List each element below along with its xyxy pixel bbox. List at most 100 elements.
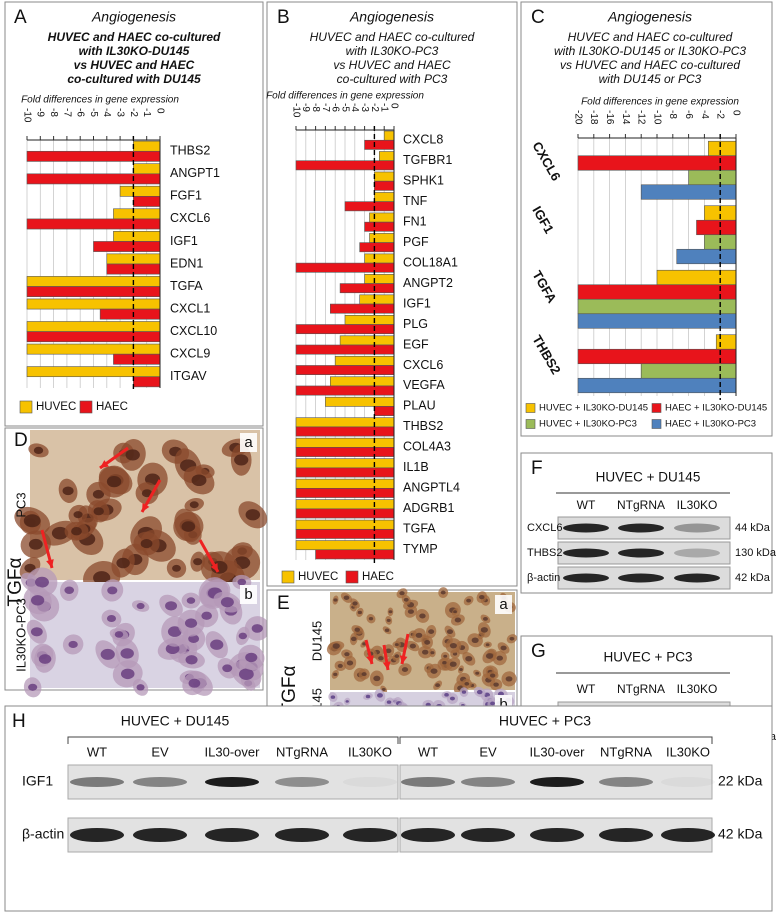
bar [295, 385, 395, 396]
bar [640, 363, 737, 379]
x-tick-label: -9 [35, 108, 46, 117]
lane-label: IL30KO [677, 498, 718, 512]
legend-swatch [345, 570, 359, 584]
nucleus [343, 595, 350, 600]
bar [374, 171, 395, 182]
category-label: ADGRB1 [403, 501, 454, 515]
blot-band [674, 573, 720, 583]
row-label: β-actin [527, 572, 560, 584]
bar [295, 478, 395, 489]
blot-band [563, 573, 609, 583]
legend-label: HAEC [362, 571, 394, 583]
bar [295, 488, 395, 498]
image-tag: a [244, 434, 253, 451]
legend-swatch [525, 419, 536, 429]
x-tick-label: -9 [300, 103, 311, 112]
nucleus [422, 649, 429, 655]
panel-letter: A [14, 7, 27, 28]
blot-band [70, 777, 124, 787]
blot-band [530, 828, 584, 842]
category-label: PGF [403, 235, 429, 249]
arrow-head [399, 655, 408, 664]
nucleus [333, 598, 338, 602]
nucleus [51, 526, 69, 540]
nucleus [251, 624, 263, 633]
nucleus [345, 700, 349, 703]
legend-label: HAEC + IL30KO-PC3 [665, 419, 756, 430]
x-tick-label: -5 [88, 108, 99, 117]
nucleus [459, 668, 463, 671]
category-label: IL1B [403, 460, 429, 474]
bar [295, 262, 395, 273]
bar [656, 269, 737, 286]
bar [295, 437, 395, 448]
x-tick-label: -10 [21, 108, 32, 123]
x-tick-label: 0 [730, 110, 741, 116]
legend-swatch [651, 419, 662, 429]
chart-subtitle: co-cultured with DU145 [67, 72, 201, 86]
bar [315, 549, 395, 560]
bar [640, 184, 737, 200]
bar [708, 140, 737, 157]
chart-subtitle: HUVEC and HAEC co-cultured [568, 30, 733, 44]
nucleus [73, 511, 83, 519]
bar [577, 155, 737, 171]
lane-label: NTgRNA [617, 682, 665, 696]
x-tick-label: -7 [61, 108, 72, 117]
category-label: TGFA [170, 279, 203, 293]
nucleus [385, 648, 392, 654]
bar [26, 218, 161, 230]
arrow-head [46, 559, 54, 568]
legend-swatch [525, 403, 536, 413]
nucleus [93, 571, 111, 585]
category-label: THBS2 [403, 419, 443, 433]
nucleus [394, 654, 400, 658]
nucleus [23, 514, 41, 528]
nucleus [377, 693, 383, 698]
category-label: CXCL1 [170, 301, 210, 315]
bar [295, 508, 395, 519]
bar [26, 173, 161, 185]
x-tick-label: -10 [290, 103, 301, 118]
bar [133, 163, 161, 175]
nucleus [489, 673, 496, 678]
x-tick-label: -18 [588, 110, 599, 125]
nucleus [136, 602, 145, 610]
nucleus [435, 683, 441, 688]
nucleus [114, 631, 124, 638]
bar [26, 286, 161, 297]
blot-band [530, 777, 584, 787]
nucleus [92, 489, 105, 499]
x-tick-label: 0 [388, 103, 399, 109]
nucleus [388, 610, 393, 614]
bar [295, 417, 395, 428]
nucleus [333, 672, 338, 677]
legend-label: HAEC + IL30KO-DU145 [665, 403, 767, 414]
category-label: COL18A1 [403, 255, 458, 269]
blot-band [674, 523, 720, 533]
nucleus [444, 693, 449, 697]
bar [119, 185, 161, 197]
bar [359, 242, 395, 253]
bar [113, 353, 161, 365]
blot-band [275, 828, 329, 842]
blot-title: HUVEC + PC3 [499, 713, 591, 729]
nucleus [220, 597, 234, 608]
nucleus [116, 557, 130, 569]
blot-band [343, 777, 397, 787]
legend-swatch [79, 400, 93, 414]
nucleus [234, 454, 249, 466]
nucleus [401, 667, 409, 672]
arrow-head [142, 503, 150, 512]
nucleus [476, 689, 483, 695]
x-axis-label: Fold differences in gene expression [581, 97, 739, 108]
category-label: CXCL6 [170, 211, 210, 225]
nucleus [479, 595, 485, 600]
nucleus [454, 617, 462, 623]
panel-letter: B [277, 7, 290, 28]
nucleus [352, 601, 358, 606]
lane-label: IL30KO [348, 744, 392, 759]
nucleus [38, 654, 52, 664]
bar [364, 253, 395, 264]
bar [26, 343, 161, 355]
